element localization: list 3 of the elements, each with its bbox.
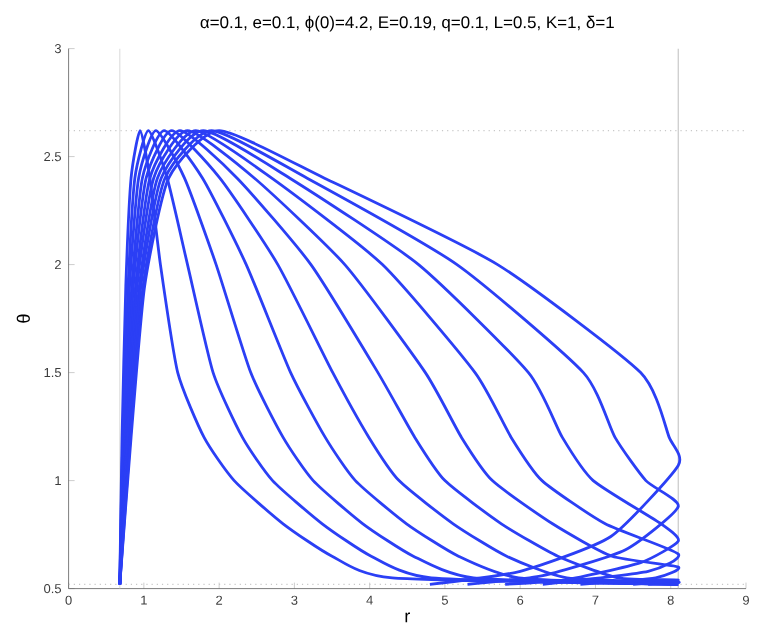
y-axis-title: θ: [16, 314, 30, 323]
x-axis-title: r: [405, 612, 410, 623]
chart-title: α=0.1, e=0.1, ϕ(0)=4.2, E=0.19, q=0.1, L=0.5, K=1, δ=1: [200, 15, 614, 32]
